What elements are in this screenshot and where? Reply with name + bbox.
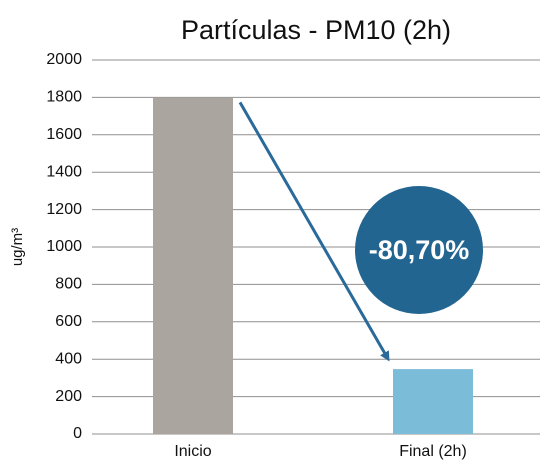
y-tick-label: 600	[55, 313, 82, 330]
y-tick-label: 0	[73, 425, 82, 442]
annotation-label: -80,70%	[369, 235, 470, 265]
y-tick-label: 1600	[46, 126, 82, 143]
y-tick-label: 1800	[46, 89, 82, 106]
chart-title: Partículas - PM10 (2h)	[181, 15, 451, 45]
x-tick-label: Inicio	[174, 443, 211, 460]
bar	[393, 369, 473, 434]
annotation-circle	[355, 186, 483, 314]
y-tick-label: 1000	[46, 238, 82, 255]
y-tick-label: 800	[55, 276, 82, 293]
arrow	[238, 101, 390, 362]
y-axis-label: ug/m³	[9, 228, 26, 266]
bar	[153, 97, 233, 435]
x-tick-label: Final (2h)	[399, 443, 467, 460]
y-tick-label: 1400	[46, 163, 82, 180]
y-tick-label: 200	[55, 388, 82, 405]
y-tick-label: 2000	[46, 51, 82, 68]
y-tick-label: 1200	[46, 201, 82, 218]
y-tick-label: 400	[55, 350, 82, 367]
